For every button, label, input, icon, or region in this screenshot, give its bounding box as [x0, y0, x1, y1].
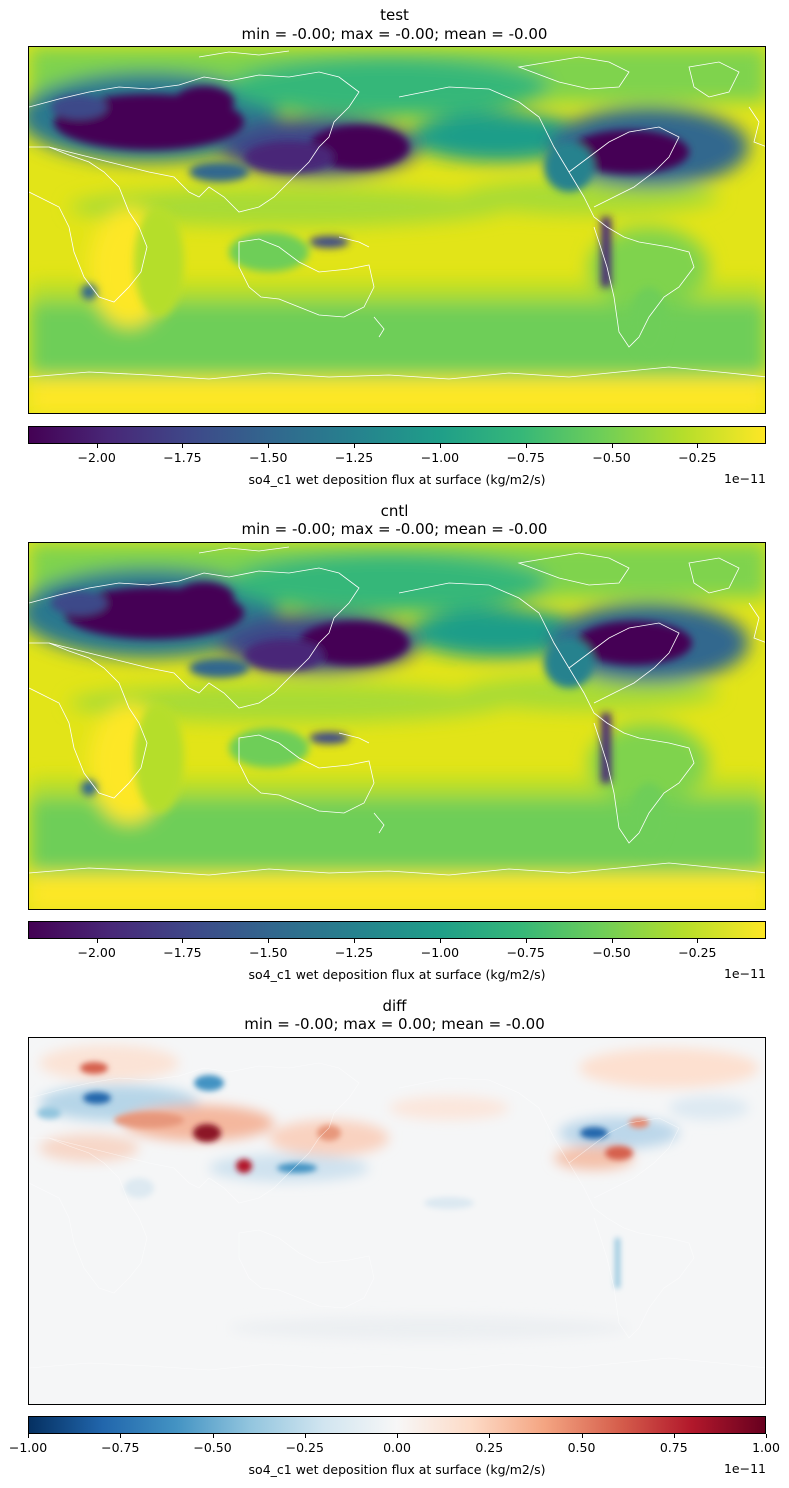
coastlines [29, 546, 765, 876]
colorbar-tick-label: −1.00 [8, 1440, 48, 1455]
colorbar-tick-label: 1.00 [752, 1440, 780, 1455]
colorbar-tick-mark [489, 1434, 491, 1438]
colorbar-tick-label: −0.75 [506, 945, 545, 960]
colorbar-diff [28, 1416, 766, 1434]
colorbar-cntl [28, 921, 766, 939]
colorbar-tick-label: 0.00 [383, 1440, 411, 1455]
colorbar-tick-mark [268, 939, 270, 943]
colorbar-gradient [29, 922, 765, 938]
colorbar-tick-label: −1.25 [334, 450, 374, 465]
colorbar-tick-mark [525, 939, 527, 943]
colorbar-gradient [29, 1417, 765, 1433]
field-viridis [29, 47, 765, 413]
colorbar-tick-label: −0.50 [592, 450, 631, 465]
panel-title: cntl [380, 502, 409, 520]
colorbar-offset: 1e−11 [723, 966, 766, 981]
colorbar-tick-mark [182, 939, 184, 943]
heatmap-diff [29, 1038, 765, 1404]
panel-title: test [380, 6, 409, 24]
colorbar-tick-label: −2.00 [77, 450, 116, 465]
colorbar-tick-label: −2.00 [77, 945, 116, 960]
colorbar-tick-label: −1.50 [249, 945, 288, 960]
colorbar-tick-label: −1.25 [334, 945, 374, 960]
colorbar-tick-label: −0.50 [193, 1440, 232, 1455]
colorbar-tick-label: 0.75 [659, 1440, 688, 1455]
colorbar-tick-mark [581, 1434, 583, 1438]
panel-stats: min = -0.00; max = -0.00; mean = -0.00 [241, 520, 548, 538]
panel-title: diff [382, 997, 407, 1015]
colorbar-tick-mark [397, 1434, 398, 1438]
colorbar-tick-mark [182, 444, 184, 448]
colorbar-label: so4_c1 wet deposition flux at surface (k… [248, 967, 546, 982]
colorbar-tick-mark [212, 1434, 214, 1438]
colorbar-tick-label: −0.25 [678, 945, 717, 960]
colorbar-label: so4_c1 wet deposition flux at surface (k… [248, 472, 546, 487]
colorbar-tick-mark [439, 444, 441, 448]
colorbar-tick-mark [96, 939, 98, 943]
map-cntl [28, 542, 766, 910]
colorbar-tick-label: −0.25 [285, 1440, 324, 1455]
colorbar-tick-mark [28, 1434, 29, 1438]
colorbar-tick-label: −0.50 [592, 945, 631, 960]
colorbar-tick-mark [354, 444, 356, 448]
colorbar-label: so4_c1 wet deposition flux at surface (k… [248, 1462, 546, 1477]
colorbar-tick-mark [304, 1434, 306, 1438]
colorbar-tick-label: −1.75 [163, 945, 202, 960]
map-diff [28, 1037, 766, 1405]
colorbar-ticks: −2.00 −1.75 −1.50 −1.25 −1.00 −0.75 −0.50 −0.25 [28, 444, 766, 465]
coastlines [29, 50, 765, 380]
colorbar-tick-label: −0.75 [101, 1440, 140, 1455]
colorbar-tick-label: −1.00 [420, 945, 460, 960]
heatmap-test [29, 47, 765, 413]
colorbar-tick-label: −0.75 [506, 450, 545, 465]
colorbar-tick-mark [611, 444, 613, 448]
colorbar-tick-label: −1.50 [249, 450, 288, 465]
colorbar-tick-mark [96, 444, 98, 448]
colorbar-tick-label: 0.50 [567, 1440, 596, 1455]
colorbar-tick-mark [697, 939, 699, 943]
colorbar-tick-mark [697, 444, 699, 448]
colorbar-tick-mark [673, 1434, 675, 1438]
map-test [28, 46, 766, 414]
colorbar-tick-label: −1.75 [163, 450, 202, 465]
colorbar-offset: 1e−11 [723, 1461, 766, 1476]
field-viridis [29, 543, 765, 909]
colorbar-tick-mark [439, 939, 441, 943]
field-rdbu [29, 1038, 765, 1404]
colorbar-tick-mark [525, 444, 527, 448]
colorbar-tick-label: −0.25 [678, 450, 717, 465]
colorbar-tick-label: 0.25 [475, 1440, 504, 1455]
colorbar-gradient [29, 427, 765, 443]
colorbar-tick-mark [120, 1434, 122, 1438]
coastlines [29, 1062, 765, 1371]
panel-stats: min = -0.00; max = -0.00; mean = -0.00 [241, 25, 548, 43]
colorbar-test [28, 426, 766, 444]
colorbar-tick-mark [354, 939, 356, 943]
heatmap-cntl [29, 543, 765, 909]
colorbar-tick-mark [611, 939, 613, 943]
colorbar-tick-label: −1.00 [420, 450, 460, 465]
colorbar-offset: 1e−11 [723, 471, 766, 486]
colorbar-ticks: −1.00 −0.75 −0.50 −0.25 0.00 0.25 0.50 0.75 1.00 [9, 1434, 780, 1455]
colorbar-tick-mark [766, 1434, 767, 1438]
colorbar-tick-mark [268, 444, 270, 448]
colorbar-ticks: −2.00 −1.75 −1.50 −1.25 −1.00 −0.75 −0.50 −0.25 [28, 939, 766, 960]
panel-stats: min = -0.00; max = 0.00; mean = -0.00 [244, 1015, 545, 1033]
